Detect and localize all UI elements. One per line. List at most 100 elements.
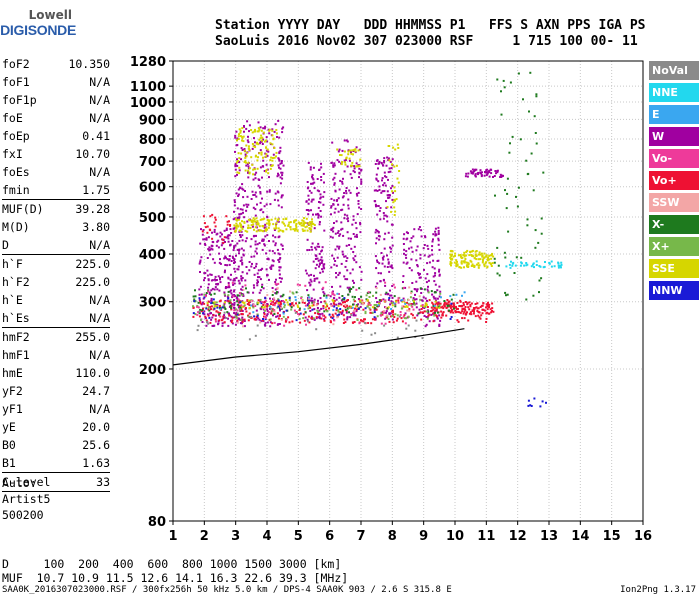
data-point bbox=[375, 297, 378, 300]
data-point bbox=[237, 298, 240, 301]
data-point bbox=[394, 190, 397, 193]
data-point bbox=[251, 219, 253, 222]
data-point bbox=[274, 236, 277, 239]
data-point bbox=[427, 285, 429, 288]
data-point bbox=[240, 288, 243, 291]
data-point bbox=[276, 306, 279, 309]
data-point bbox=[263, 217, 266, 220]
data-point bbox=[421, 337, 424, 340]
data-point bbox=[349, 272, 352, 275]
data-point bbox=[533, 115, 536, 118]
data-point bbox=[261, 143, 264, 145]
data-point bbox=[274, 242, 277, 245]
data-point bbox=[484, 262, 487, 265]
data-point bbox=[341, 250, 344, 253]
data-point bbox=[472, 171, 475, 174]
data-point bbox=[333, 211, 336, 214]
data-point bbox=[452, 293, 455, 296]
data-point bbox=[271, 143, 274, 146]
data-point bbox=[252, 168, 255, 171]
data-point bbox=[334, 190, 337, 193]
data-point bbox=[265, 252, 268, 255]
data-point bbox=[275, 129, 278, 131]
data-point bbox=[215, 233, 218, 236]
data-point bbox=[301, 228, 304, 231]
data-point bbox=[278, 166, 280, 169]
data-point bbox=[333, 199, 336, 202]
data-point bbox=[457, 254, 460, 257]
data-point bbox=[399, 311, 402, 313]
data-point bbox=[337, 310, 340, 313]
data-point bbox=[335, 220, 338, 223]
data-point bbox=[276, 248, 279, 251]
data-point bbox=[245, 203, 248, 206]
data-point bbox=[259, 149, 262, 152]
data-point bbox=[499, 173, 502, 176]
data-point bbox=[407, 324, 410, 327]
data-point bbox=[480, 304, 483, 307]
data-point bbox=[241, 220, 243, 223]
data-point bbox=[235, 192, 238, 195]
data-point bbox=[387, 306, 390, 309]
data-point bbox=[509, 142, 511, 145]
data-point bbox=[245, 307, 247, 310]
data-point bbox=[479, 306, 482, 308]
data-point bbox=[309, 221, 312, 224]
data-point bbox=[253, 228, 255, 231]
data-point bbox=[282, 218, 285, 221]
data-point bbox=[301, 224, 304, 227]
data-point bbox=[402, 261, 405, 264]
data-point bbox=[312, 213, 314, 216]
data-point bbox=[527, 399, 530, 402]
data-point bbox=[227, 282, 230, 284]
data-point bbox=[391, 301, 394, 304]
data-point bbox=[240, 152, 243, 155]
param-row: yF2 24.7 bbox=[2, 382, 110, 400]
data-point bbox=[348, 189, 351, 192]
data-point bbox=[262, 211, 265, 214]
data-point bbox=[307, 274, 310, 277]
data-point bbox=[253, 255, 256, 258]
data-point bbox=[339, 233, 342, 236]
data-point bbox=[281, 194, 284, 197]
data-point bbox=[532, 294, 535, 297]
data-point bbox=[307, 202, 310, 205]
param-value: 225.0 bbox=[75, 275, 110, 289]
data-point bbox=[473, 307, 476, 309]
data-point bbox=[452, 255, 455, 258]
data-point bbox=[253, 315, 256, 318]
data-point bbox=[387, 261, 390, 264]
data-point bbox=[340, 209, 343, 212]
data-point bbox=[337, 302, 340, 305]
data-point bbox=[387, 258, 390, 261]
data-point bbox=[257, 281, 259, 283]
data-point bbox=[296, 304, 299, 307]
data-point bbox=[211, 237, 214, 240]
data-point bbox=[388, 320, 391, 323]
data-point bbox=[274, 192, 277, 195]
data-point bbox=[390, 210, 393, 213]
data-point bbox=[543, 265, 546, 268]
data-point bbox=[346, 257, 349, 260]
data-point bbox=[326, 305, 329, 308]
data-point bbox=[481, 171, 483, 174]
data-point bbox=[210, 308, 212, 311]
data-point bbox=[383, 238, 386, 241]
data-point bbox=[379, 207, 382, 209]
data-point bbox=[224, 301, 226, 304]
data-point bbox=[376, 305, 379, 308]
data-point bbox=[323, 318, 326, 321]
data-point bbox=[250, 129, 253, 131]
data-point bbox=[440, 296, 442, 299]
data-point bbox=[367, 291, 370, 294]
data-point bbox=[318, 201, 320, 203]
data-point bbox=[533, 397, 536, 400]
data-point bbox=[385, 314, 388, 317]
data-point bbox=[383, 247, 386, 250]
data-point bbox=[253, 193, 256, 196]
data-point bbox=[354, 235, 357, 238]
data-point bbox=[243, 320, 246, 322]
data-point bbox=[306, 238, 309, 241]
data-point bbox=[383, 171, 386, 174]
data-point bbox=[263, 244, 266, 247]
